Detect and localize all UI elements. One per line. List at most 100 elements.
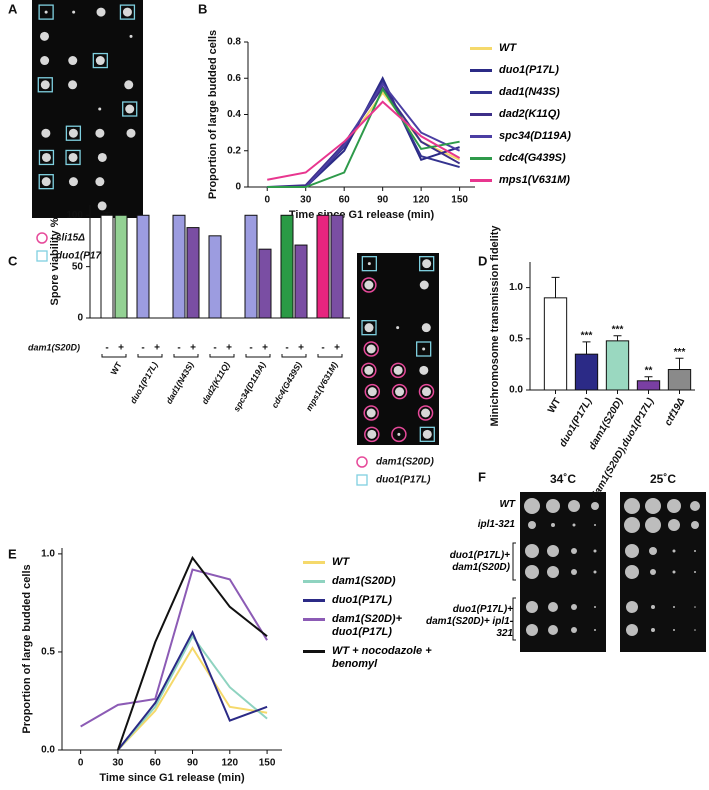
- legend-entry: dam1(S20D)+ duo1(P17L): [303, 613, 443, 639]
- colony: [95, 56, 105, 66]
- colony: [397, 432, 401, 436]
- spot: [591, 502, 599, 510]
- legend-label: mps1(V631M): [499, 174, 570, 186]
- legend-label: WT: [332, 556, 350, 568]
- circle-marker: [363, 341, 379, 357]
- condition-label: -: [213, 343, 216, 354]
- spot: [525, 544, 539, 558]
- error-bar: [582, 341, 591, 355]
- category-label: cdc4(G439S): [269, 360, 303, 410]
- x-tick-label: 30: [112, 758, 124, 769]
- spot: [528, 521, 536, 529]
- colony: [41, 152, 51, 162]
- legend-swatch: [470, 157, 492, 160]
- bracket: [512, 597, 516, 641]
- spot: [673, 629, 675, 631]
- colony: [68, 177, 78, 187]
- circle-marker: [364, 383, 381, 400]
- spot: [624, 498, 640, 514]
- bracket: [317, 354, 343, 358]
- column-header: 25˚C: [650, 472, 676, 486]
- circle-marker: [391, 383, 408, 400]
- y-tick-label: 50: [72, 261, 84, 272]
- legend-label: dad2(K11Q): [499, 108, 560, 120]
- legend-swatch: [470, 113, 492, 116]
- colony: [96, 7, 106, 17]
- column-header: 34˚C: [550, 472, 576, 486]
- spot: [626, 601, 638, 613]
- bar: [294, 244, 308, 319]
- condition-label: +: [262, 343, 268, 354]
- colony: [366, 344, 376, 354]
- panel-letter: A: [8, 1, 18, 16]
- spot: [626, 624, 638, 636]
- legend-entry: dam1(S20D): [303, 575, 443, 588]
- error-bar: [551, 276, 560, 298]
- square-marker: [122, 101, 138, 117]
- bar: [280, 214, 294, 319]
- bar: [316, 214, 330, 319]
- spot: [546, 499, 560, 513]
- x-tick-label: 90: [187, 758, 199, 769]
- colony: [364, 323, 374, 333]
- square-marker: [38, 174, 54, 190]
- legend-label: WT: [499, 42, 517, 54]
- y-tick-label: 0.8: [227, 37, 241, 48]
- spot: [667, 499, 681, 513]
- spot: [650, 569, 656, 575]
- series-line: [267, 87, 460, 188]
- y-axis-label: Proportion of large budded cells: [21, 564, 33, 733]
- y-tick-label: 1.0: [41, 549, 55, 560]
- colony: [366, 408, 376, 418]
- condition-label: -: [141, 343, 144, 354]
- spot: [526, 601, 538, 613]
- significance: ***: [612, 324, 624, 335]
- spot: [694, 629, 696, 631]
- spot: [572, 523, 576, 527]
- legend-label: dam1(S20D)+ duo1(P17L): [332, 613, 403, 638]
- colony: [422, 259, 432, 269]
- category-label: WT: [546, 396, 563, 415]
- bracket: [137, 354, 163, 358]
- y-tick-label: 0.2: [227, 145, 241, 156]
- square-marker: [361, 256, 377, 272]
- y-tick-label: 0.5: [509, 333, 523, 344]
- square-marker: [37, 77, 53, 93]
- colony: [419, 280, 429, 290]
- colony: [68, 152, 78, 162]
- square-marker: [65, 125, 82, 141]
- y-tick-label: 100: [66, 210, 83, 221]
- colony: [126, 128, 136, 138]
- colony: [367, 429, 377, 439]
- spot: [525, 565, 539, 579]
- colony: [95, 128, 105, 138]
- colony: [97, 201, 107, 211]
- legend-label: duo1(P17L): [56, 251, 111, 262]
- circle-marker: [417, 405, 434, 421]
- spot: [547, 545, 559, 557]
- y-axis-label: Proportion of large budded cells: [207, 30, 219, 199]
- colony: [98, 107, 102, 111]
- legend-swatch: [303, 561, 325, 564]
- bar: [636, 380, 661, 391]
- colony: [125, 104, 135, 114]
- spot: [571, 548, 577, 554]
- square-marker: [65, 149, 81, 166]
- spot: [594, 629, 596, 631]
- row-label: WT: [499, 499, 515, 510]
- series-line: [116, 555, 268, 751]
- category-label: dad2(K11Q): [199, 360, 231, 406]
- spot: [651, 605, 655, 609]
- category-label: ctf19Δ: [663, 396, 688, 428]
- circle-marker: [361, 277, 377, 293]
- y-tick-label: 0: [77, 313, 83, 324]
- category-label: spc34(D119A): [231, 360, 268, 413]
- colony: [421, 387, 431, 397]
- spot: [593, 549, 597, 553]
- legend-label: WT + nocodazole + benomyl: [332, 645, 432, 670]
- x-axis-label: Time since G1 release (min): [99, 772, 245, 784]
- bracket: [101, 354, 127, 358]
- spot: [594, 524, 596, 526]
- y-tick-label: 0: [235, 182, 241, 193]
